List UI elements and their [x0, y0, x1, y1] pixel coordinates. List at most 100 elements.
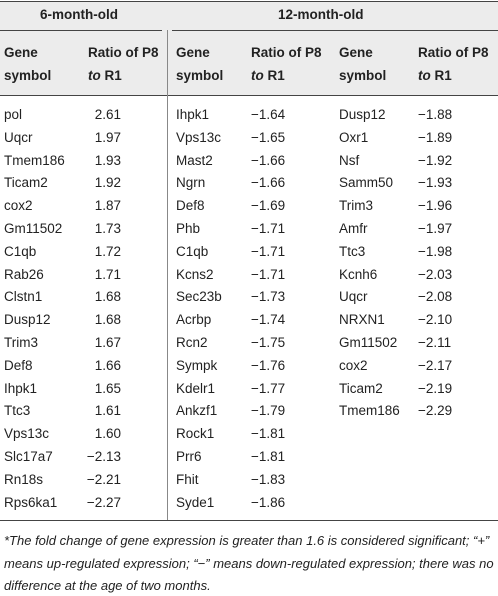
- column-header: Gene: [4, 45, 38, 60]
- ratio-cell: −2.19: [418, 380, 453, 396]
- ratio-cell: −2.27: [86, 494, 121, 510]
- gene-cell: Rn18s: [4, 471, 44, 487]
- ratio-cell: −1.73: [251, 289, 286, 305]
- ratio-cell: −1.71: [251, 266, 286, 282]
- ratio-cell: −1.64: [251, 107, 286, 122]
- ratio-cell: 1.73: [94, 221, 121, 236]
- header-italic: to: [251, 68, 264, 83]
- ratio-cell: 1.71: [94, 266, 121, 282]
- column-header: Gene: [176, 45, 210, 60]
- column-divider: [167, 30, 168, 520]
- gene-cell: Slc17a7: [4, 449, 53, 464]
- gene-cell: Kcnh6: [339, 266, 378, 282]
- gene-cell: Mast2: [176, 152, 213, 168]
- ratio-cell: −1.89: [418, 129, 453, 145]
- ratio-cell: 1.67: [94, 335, 121, 350]
- gene-cell: Ngrn: [176, 175, 206, 191]
- ratio-cell: −1.93: [418, 175, 453, 191]
- gene-cell: Def8: [176, 198, 205, 214]
- gene-cell: Dusp12: [4, 312, 51, 328]
- ratio-cell: −2.21: [86, 471, 121, 487]
- column-header: to R1: [251, 68, 285, 83]
- gene-cell: Kcns2: [176, 266, 214, 282]
- gene-cell: Tmem186: [4, 152, 65, 168]
- ratio-cell: −1.83: [251, 471, 286, 487]
- group-title: 6-month-old: [40, 7, 118, 22]
- gene-cell: Tmem186: [339, 403, 400, 419]
- ratio-cell: −1.77: [251, 380, 286, 396]
- gene-cell: Sec23b: [176, 289, 222, 305]
- ratio-cell: −1.74: [251, 312, 286, 328]
- gene-cell: Ttc3: [339, 243, 366, 259]
- ratio-cell: −1.92: [418, 152, 453, 168]
- ratio-cell: 1.65: [94, 380, 121, 396]
- ratio-cell: 1.68: [94, 312, 121, 328]
- ratio-cell: −1.86: [251, 494, 286, 510]
- ratio-cell: 1.87: [94, 198, 121, 214]
- ratio-cell: −2.10: [418, 312, 453, 328]
- ratio-cell: −2.29: [418, 403, 453, 419]
- ratio-cell: −1.97: [418, 221, 453, 236]
- ratio-cell: 1.92: [94, 175, 121, 191]
- ratio-cell: −1.71: [251, 243, 286, 259]
- gene-cell: Samm50: [339, 175, 394, 191]
- group-title: 12-month-old: [278, 7, 364, 22]
- column-header: symbol: [4, 68, 52, 83]
- gene-cell: Dusp12: [339, 107, 386, 122]
- gene-cell: C1qb: [4, 243, 37, 259]
- ratio-cell: −1.98: [418, 243, 453, 259]
- gene-cell: Uqcr: [4, 129, 33, 145]
- column-header: to R1: [418, 68, 452, 83]
- gene-cell: Rps6ka1: [4, 494, 58, 510]
- ratio-cell: −1.65: [251, 129, 286, 145]
- ratio-cell: −1.75: [251, 335, 286, 350]
- gene-cell: Syde1: [176, 494, 215, 510]
- gene-cell: Def8: [4, 357, 33, 373]
- gene-cell: Vps13c: [176, 129, 222, 145]
- gene-cell: Ticam2: [4, 175, 48, 191]
- gene-cell: cox2: [4, 198, 33, 214]
- footnote: *The fold change of gene expression is g…: [4, 533, 494, 593]
- column-header: Ratio of P8: [418, 45, 489, 60]
- ratio-cell: −1.69: [251, 198, 286, 214]
- gene-cell: Gm11502: [4, 221, 63, 236]
- gene-cell: NRXN1: [339, 312, 385, 328]
- header-text: R1: [434, 68, 452, 83]
- column-header: symbol: [176, 68, 224, 83]
- gene-cell: Gm11502: [339, 335, 398, 350]
- gene-cell: Rock1: [176, 426, 215, 442]
- gene-cell: Rcn2: [176, 335, 208, 350]
- column-header: Gene: [339, 45, 373, 60]
- ratio-cell: −2.11: [418, 335, 452, 350]
- ratio-cell: 1.60: [94, 426, 121, 442]
- column-header: to R1: [88, 68, 122, 83]
- ratio-cell: −1.71: [251, 221, 286, 236]
- ratio-cell: −1.96: [418, 198, 453, 214]
- rule: [172, 30, 498, 31]
- column-header: symbol: [339, 68, 387, 83]
- ratio-cell: 1.93: [94, 152, 121, 168]
- ratio-cell: −1.81: [251, 449, 286, 464]
- header-italic: to: [418, 68, 431, 83]
- ratio-cell: −1.66: [251, 152, 286, 168]
- gene-cell: Rab26: [4, 266, 44, 282]
- ratio-cell: 1.97: [94, 129, 121, 145]
- gene-cell: Ttc3: [4, 403, 31, 419]
- ratio-cell: −1.88: [418, 107, 453, 122]
- rule: [0, 30, 162, 31]
- ratio-cell: 1.68: [94, 289, 121, 305]
- ratio-cell: 1.66: [94, 357, 121, 373]
- ratio-cell: 1.61: [94, 403, 121, 419]
- ratio-cell: −2.08: [418, 289, 453, 305]
- ratio-cell: −1.66: [251, 175, 286, 191]
- gene-cell: cox2: [339, 357, 368, 373]
- gene-cell: Amfr: [339, 221, 368, 236]
- rule: [0, 520, 498, 521]
- gene-cell: Phb: [176, 221, 201, 236]
- gene-cell: Clstn1: [4, 289, 43, 305]
- rule: [0, 95, 498, 96]
- column-header: Ratio of P8: [88, 45, 159, 60]
- ratio-cell: −1.81: [251, 426, 286, 442]
- ratio-cell: 2.61: [94, 107, 121, 122]
